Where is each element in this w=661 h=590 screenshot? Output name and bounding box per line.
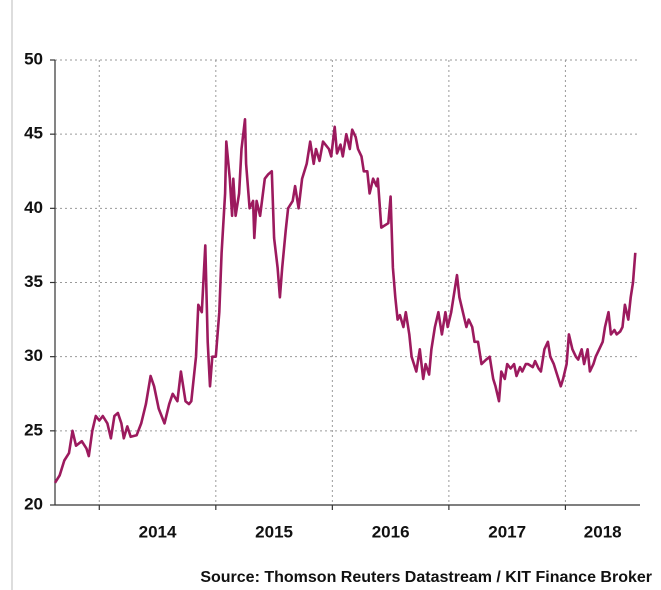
x-tick-label: 2016 <box>372 522 410 541</box>
x-tick-label: 2018 <box>584 522 622 541</box>
grid: 20 25 30 35 40 45 50 2014 2015 2016 2017 2018 <box>24 49 640 541</box>
x-tick-label: 2017 <box>488 522 526 541</box>
source-note: Source: Thomson Reuters Datastream / KIT… <box>200 569 652 586</box>
x-tick-label: 2014 <box>139 522 177 541</box>
plot-area <box>53 118 637 484</box>
y-tick-label: 40 <box>24 198 43 217</box>
x-tick-label: 2015 <box>255 522 293 541</box>
y-tick-label: 30 <box>24 346 43 365</box>
y-tick-label: 35 <box>24 272 43 291</box>
y-tick-label: 45 <box>24 124 43 143</box>
y-tick-label: 25 <box>24 420 43 439</box>
price-line <box>53 118 637 484</box>
y-tick-label: 20 <box>24 494 43 513</box>
y-tick-label: 50 <box>24 49 43 68</box>
